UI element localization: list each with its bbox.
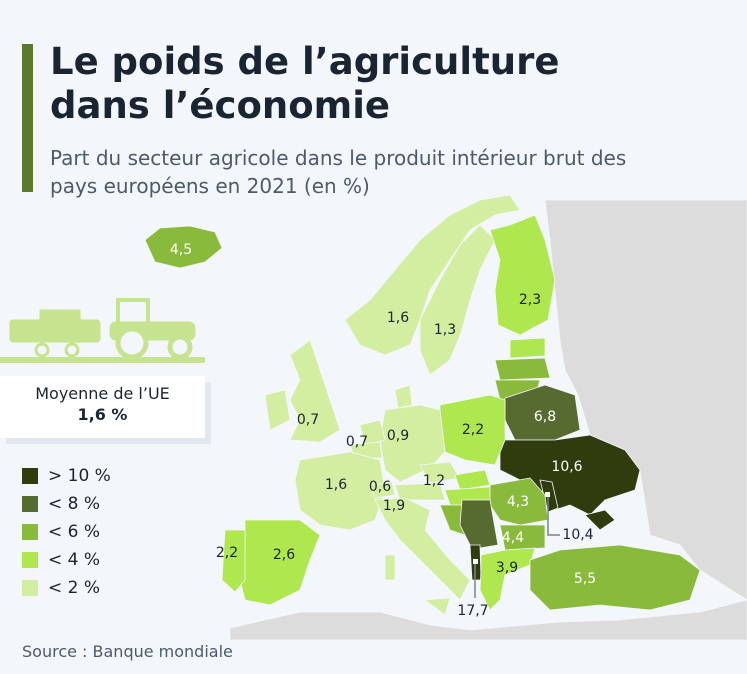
country-netherlands <box>359 419 386 446</box>
label-poland: 2,2 <box>461 422 485 438</box>
africa-no-data <box>229 599 747 641</box>
label-belarus: 6,8 <box>533 409 557 425</box>
label-moldova: 10,4 <box>562 527 594 543</box>
country-latvia <box>494 357 551 381</box>
albania-marker <box>473 559 478 564</box>
country-estonia <box>509 337 546 359</box>
legend-item: < 2 % <box>22 574 111 602</box>
title-accent-bar <box>22 44 33 192</box>
legend: > 10 % < 8 % < 6 % < 4 % < 2 % <box>22 462 111 602</box>
label-czechia: 1,2 <box>422 473 446 489</box>
label-germany: 0,9 <box>386 428 410 444</box>
moldova-leader-line <box>547 495 560 536</box>
country-italy <box>374 497 471 601</box>
legend-item: > 10 % <box>22 462 111 490</box>
label-iceland: 4,5 <box>169 242 193 258</box>
country-sweden <box>419 224 496 376</box>
label-ukraine: 10,6 <box>551 459 583 475</box>
label-italy: 1,9 <box>382 498 406 514</box>
moldova-marker <box>545 492 550 497</box>
country-sardinia <box>384 554 396 581</box>
country-greece <box>479 547 536 611</box>
country-turkey <box>529 544 701 611</box>
eu-average-label: Moyenne de l’UE <box>35 384 170 403</box>
country-ireland <box>264 389 291 431</box>
eu-average-box: Moyenne de l’UE 1,6 % <box>0 376 205 438</box>
label-sweden: 1,3 <box>433 322 457 338</box>
country-switzerland <box>369 481 396 499</box>
legend-swatch <box>22 580 38 596</box>
country-belarus <box>504 384 581 441</box>
legend-label: < 8 % <box>48 494 101 514</box>
country-austria <box>394 482 446 501</box>
legend-swatch <box>22 468 38 484</box>
label-spain: 2,6 <box>272 547 296 563</box>
country-portugal <box>221 529 246 593</box>
legend-item: < 8 % <box>22 490 111 518</box>
country-denmark <box>394 384 413 409</box>
label-norway: 1,6 <box>386 310 410 326</box>
legend-label: < 2 % <box>48 578 101 598</box>
label-portugal: 2,2 <box>215 545 239 561</box>
country-norway <box>344 194 521 356</box>
country-france <box>294 451 386 531</box>
country-crimea <box>584 509 616 531</box>
page-title: Le poids de l’agriculture dans l’économi… <box>50 40 560 127</box>
country-sicily <box>423 597 451 616</box>
legend-label: > 10 % <box>48 466 111 486</box>
label-switzerland: 0,6 <box>368 479 392 495</box>
subtitle: Part du secteur agricole dans le produit… <box>50 146 627 198</box>
country-uk <box>289 339 341 443</box>
legend-swatch <box>22 496 38 512</box>
label-albania: 17,7 <box>457 603 489 619</box>
label-benelux: 0,7 <box>345 434 369 450</box>
label-france: 1,6 <box>324 477 348 493</box>
legend-label: < 4 % <box>48 550 101 570</box>
legend-item: < 6 % <box>22 518 111 546</box>
label-romania: 4,3 <box>506 494 530 510</box>
label-greece: 3,9 <box>495 560 519 576</box>
legend-swatch <box>22 552 38 568</box>
eu-average-value: 1,6 % <box>77 405 128 424</box>
country-bulgaria <box>499 524 546 551</box>
label-turkey: 5,5 <box>573 571 597 587</box>
legend-swatch <box>22 524 38 540</box>
tractor-icon <box>0 298 205 363</box>
label-bulgaria: 4,4 <box>501 530 525 546</box>
legend-label: < 6 % <box>48 522 101 542</box>
country-iceland <box>144 225 223 269</box>
source-note: Source : Banque mondiale <box>22 642 233 661</box>
country-finland <box>489 214 556 336</box>
label-finland: 2,3 <box>518 292 542 308</box>
legend-item: < 4 % <box>22 546 111 574</box>
label-uk: 0,7 <box>296 412 320 428</box>
